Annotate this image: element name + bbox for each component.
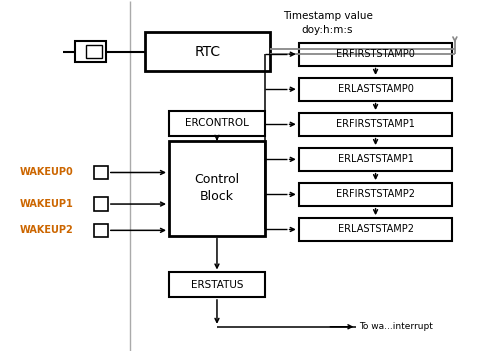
- Bar: [94, 224, 108, 237]
- Text: ERCONTROL: ERCONTROL: [185, 118, 249, 128]
- Bar: [299, 43, 453, 65]
- Text: ERSTATUS: ERSTATUS: [191, 280, 243, 290]
- Text: Control
Block: Control Block: [194, 173, 240, 203]
- Bar: [299, 183, 453, 206]
- Bar: [299, 113, 453, 136]
- Bar: [169, 141, 265, 235]
- Text: To wa...interrupt: To wa...interrupt: [359, 322, 433, 331]
- Bar: [169, 272, 265, 297]
- Text: WAKEUP1: WAKEUP1: [20, 199, 74, 209]
- Text: ERLASTSTAMP1: ERLASTSTAMP1: [337, 154, 414, 164]
- Text: WAKEUP0: WAKEUP0: [20, 168, 74, 177]
- Bar: [75, 41, 107, 62]
- Text: ERFIRSTSTAMP1: ERFIRSTSTAMP1: [336, 119, 415, 129]
- Text: ERFIRSTSTAMP0: ERFIRSTSTAMP0: [336, 49, 415, 59]
- Bar: [94, 166, 108, 179]
- Text: WAKEUP2: WAKEUP2: [20, 225, 74, 235]
- Text: Timestamp value
doy:h:m:s: Timestamp value doy:h:m:s: [282, 12, 373, 36]
- Bar: [86, 45, 102, 58]
- Bar: [299, 78, 453, 101]
- Text: ERLASTSTAMP0: ERLASTSTAMP0: [337, 84, 414, 94]
- Bar: [145, 32, 270, 71]
- Bar: [299, 218, 453, 241]
- Text: RTC: RTC: [194, 45, 220, 58]
- Bar: [169, 111, 265, 136]
- Bar: [94, 197, 108, 211]
- Text: ERLASTSTAMP2: ERLASTSTAMP2: [337, 225, 414, 234]
- Bar: [299, 148, 453, 171]
- Text: ERFIRSTSTAMP2: ERFIRSTSTAMP2: [336, 189, 415, 199]
